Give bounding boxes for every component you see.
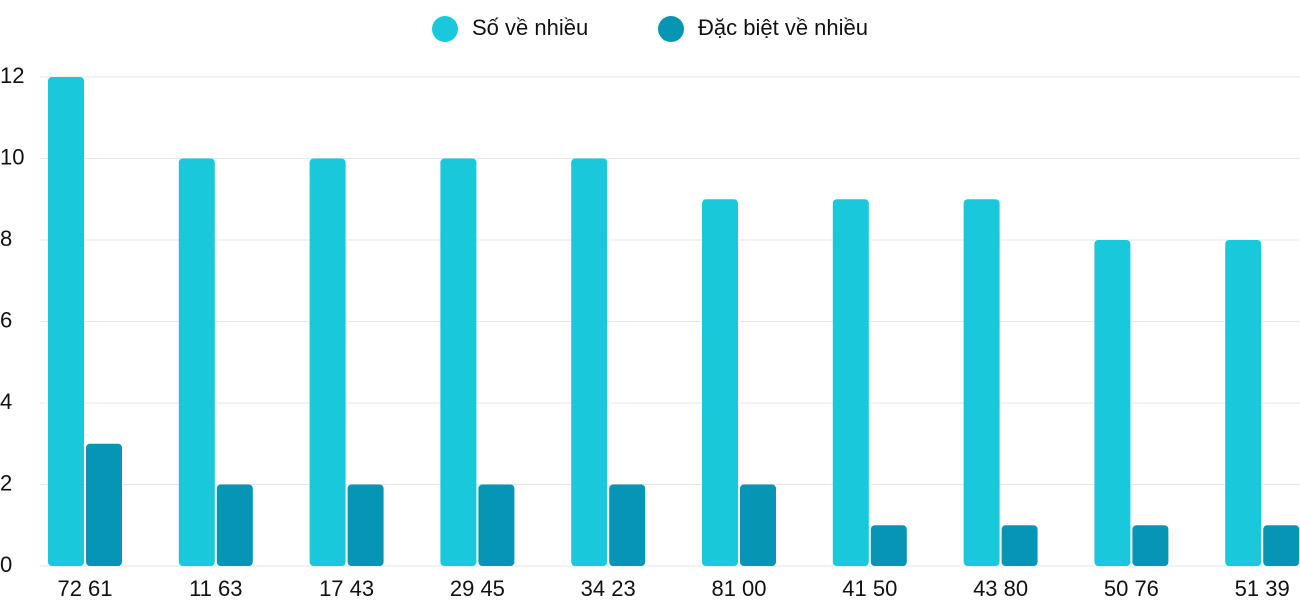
bar: [478, 484, 515, 566]
bar: [1132, 525, 1169, 566]
x-tick-label: 72 61: [57, 576, 112, 600]
bar: [178, 158, 215, 566]
y-tick-label: 2: [0, 470, 12, 495]
bar: [1094, 240, 1131, 566]
bar: [870, 525, 907, 566]
bar: [48, 77, 84, 566]
x-tick-label: 51 39: [1235, 576, 1290, 600]
bar: [1001, 525, 1038, 566]
y-tick-label: 8: [0, 226, 12, 251]
y-tick-label: 4: [0, 389, 12, 414]
x-tick-label: 43 80: [973, 576, 1028, 600]
legend-swatch: [432, 16, 458, 42]
x-tick-label: 11 63: [189, 576, 242, 600]
bar: [571, 158, 608, 566]
bar: [1225, 240, 1262, 566]
bar: [609, 484, 646, 566]
y-tick-label: 6: [0, 307, 12, 332]
x-tick-label: 29 45: [450, 576, 505, 600]
x-tick-label: 34 23: [581, 576, 636, 600]
bar: [963, 199, 1000, 566]
x-tick-label: 81 00: [711, 576, 766, 600]
x-tick-label: 50 76: [1104, 576, 1159, 600]
x-tick-label: 41 50: [842, 576, 897, 600]
y-tick-label: 0: [0, 552, 12, 577]
bar: [347, 484, 384, 566]
y-tick-label: 12: [0, 63, 24, 88]
bar: [740, 484, 776, 566]
bar: [309, 158, 346, 566]
bar: [832, 199, 869, 566]
bar: [702, 199, 738, 566]
bar: [440, 158, 477, 566]
y-tick-label: 10: [0, 144, 24, 169]
bar: [216, 484, 253, 566]
legend-swatch: [658, 16, 684, 42]
legend-label: Đặc biệt về nhiều: [698, 15, 868, 40]
x-tick-label: 17 43: [319, 576, 374, 600]
legend-label: Số về nhiều: [472, 15, 588, 40]
bar: [1263, 525, 1300, 566]
bar: [86, 443, 122, 566]
